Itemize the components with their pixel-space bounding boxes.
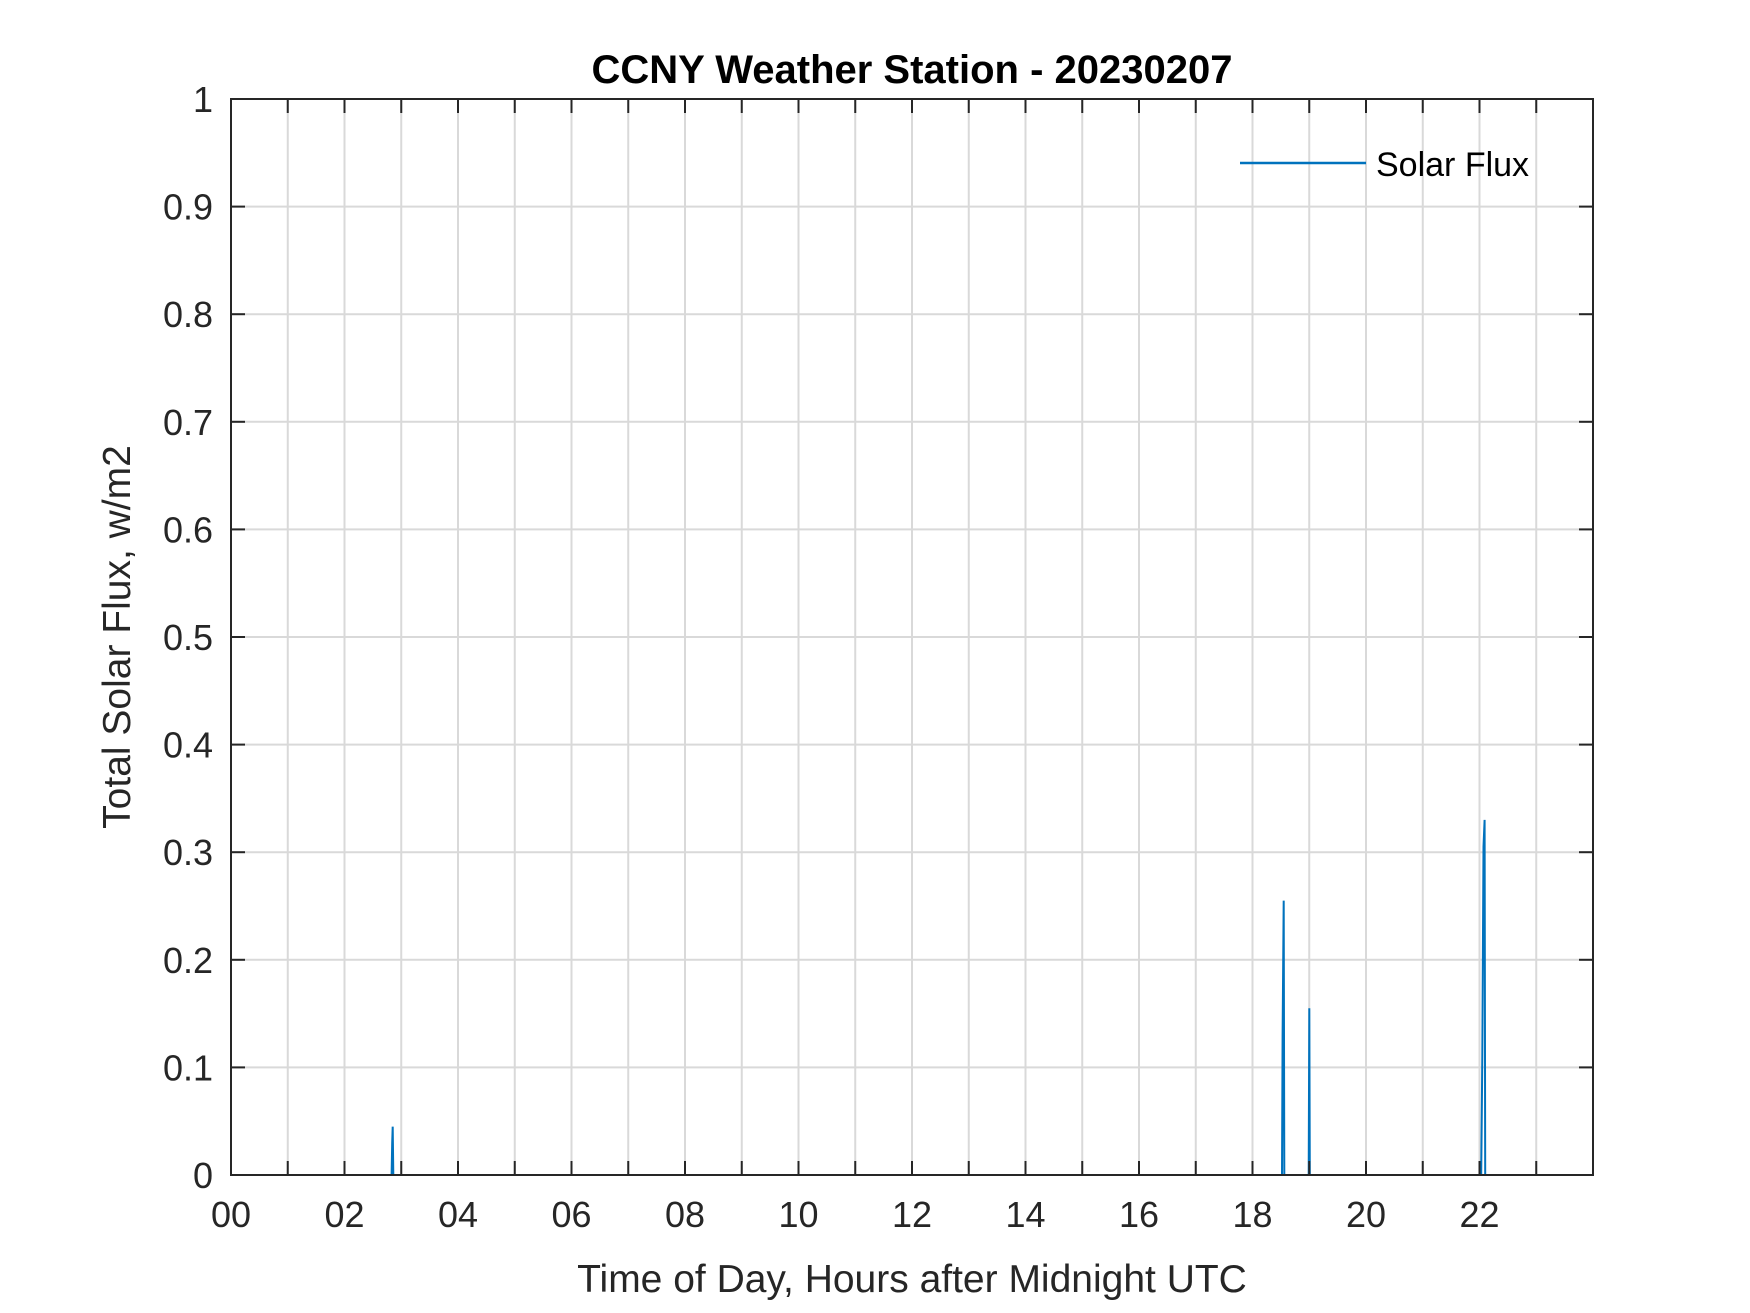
- x-tick-label: 02: [324, 1194, 364, 1235]
- legend: Solar Flux: [1240, 146, 1529, 184]
- x-tick-label: 08: [665, 1194, 705, 1235]
- y-tick-label: 0.7: [163, 402, 213, 443]
- x-tick-label: 22: [1459, 1194, 1499, 1235]
- x-tick-label: 16: [1119, 1194, 1159, 1235]
- x-tick-label: 20: [1346, 1194, 1386, 1235]
- y-tick-label: 1: [193, 79, 213, 120]
- legend-label-solar-flux: Solar Flux: [1376, 146, 1529, 184]
- y-tick-label: 0.5: [163, 617, 213, 658]
- x-tick-label: 06: [551, 1194, 591, 1235]
- y-tick-labels: 0 0.1 0.2 0.3 0.4 0.5 0.6 0.7 0.8 0.9 1: [163, 79, 213, 1196]
- y-tick-label: 0.8: [163, 294, 213, 335]
- x-tick-label: 10: [778, 1194, 818, 1235]
- grid: [231, 99, 1593, 1175]
- y-tick-label: 0: [193, 1155, 213, 1196]
- x-tick-label: 18: [1232, 1194, 1272, 1235]
- x-tick-label: 12: [892, 1194, 932, 1235]
- y-tick-label: 0.6: [163, 509, 213, 550]
- ticks: [230, 98, 1593, 1176]
- y-tick-label: 0.3: [163, 832, 213, 873]
- x-tick-labels: 00 02 04 06 08 10 12 14 16 18 20 22: [211, 1194, 1500, 1235]
- y-axis-label: Total Solar Flux, w/m2: [96, 445, 139, 829]
- chart-title: CCNY Weather Station - 20230207: [592, 48, 1233, 92]
- y-tick-label: 0.9: [163, 187, 213, 228]
- x-tick-label: 00: [211, 1194, 251, 1235]
- y-tick-label: 0.2: [163, 940, 213, 981]
- x-tick-label: 14: [1005, 1194, 1045, 1235]
- y-tick-label: 0.4: [163, 725, 213, 766]
- y-tick-label: 0.1: [163, 1047, 213, 1088]
- x-axis-label: Time of Day, Hours after Midnight UTC: [577, 1258, 1247, 1301]
- x-tick-label: 04: [438, 1194, 478, 1235]
